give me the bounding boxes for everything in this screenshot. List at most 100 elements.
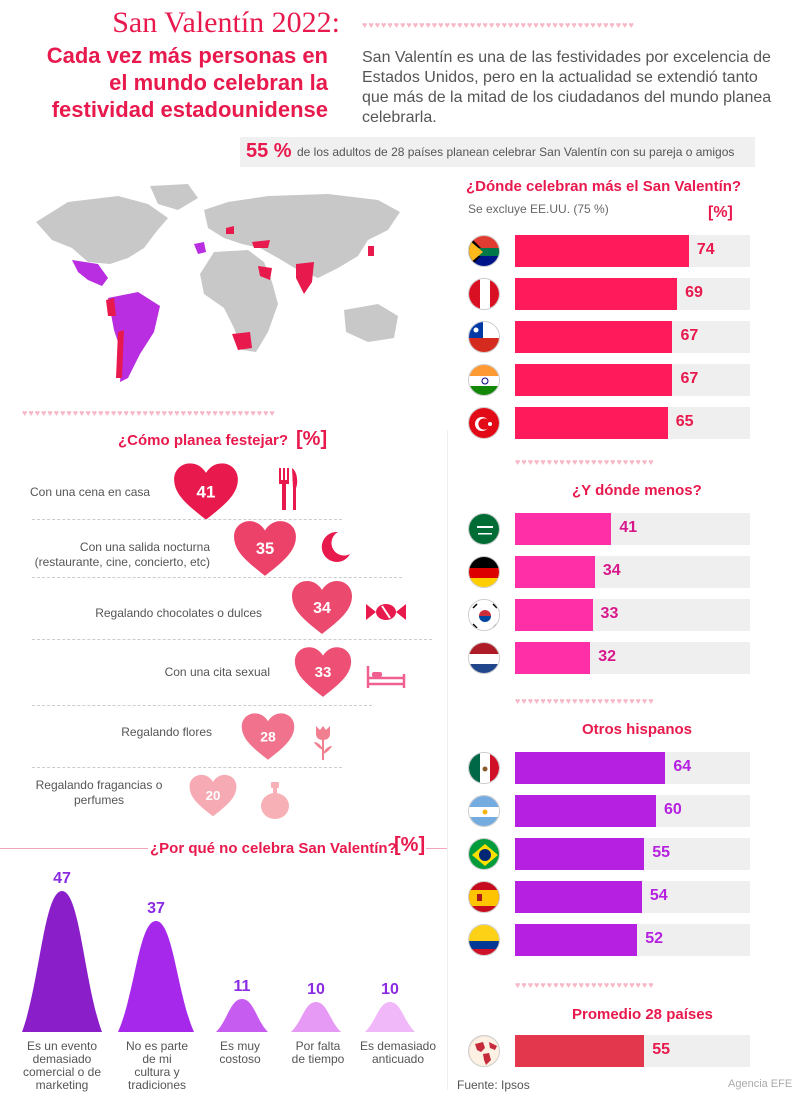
why-value: 47 [53,870,71,887]
bar-track [515,321,750,353]
bar-fill [515,924,638,956]
bar-value: 67 [680,370,699,387]
divider [32,519,342,520]
why-bar [22,891,102,1032]
turkey-flag-icon [468,407,500,439]
bar-value: 65 [675,413,694,430]
bar-fill [515,364,673,396]
cutlery-icon [279,468,298,510]
bar-track [515,278,750,310]
plan-label: Regalando flores [121,725,212,739]
candy-icon [366,604,406,620]
bar-value: 55 [652,844,671,861]
why-chart-unit: [%] [394,834,426,856]
divider [32,577,402,578]
bar-value: 64 [673,758,692,775]
plan-heart: 20 [189,774,237,817]
column-divider [447,430,448,1090]
intro-text: San Valentín es una de las festividades … [362,49,772,126]
why-bar [365,1002,415,1032]
why-bar [291,1002,341,1032]
bar-value: 32 [598,648,616,665]
bar-value: 41 [619,519,638,536]
bar-track [515,1035,750,1067]
divider [32,767,342,768]
top-chart-unit: [%] [708,204,733,221]
globe-icon [468,1035,500,1067]
why-label: No es parte de mi cultura y tradiciones [125,1039,189,1092]
saudi-arabia-flag-icon [468,513,500,545]
india-flag-icon [468,364,500,396]
why-label: Es un evento demasiado comercial o de ma… [22,1039,102,1092]
plan-heart: 33 [294,647,352,697]
argentina-flag-icon [468,795,500,827]
why-label: Es demasiado anticuado [359,1039,437,1066]
bar-fill [515,556,595,588]
bar-fill [515,599,593,631]
plan-value: 28 [260,728,276,744]
plan-value: 34 [313,600,331,617]
south-africa-flag-icon [468,235,500,267]
why-value: 37 [147,900,165,917]
page-title: San Valentín 2022: [112,6,340,39]
mexico-flag-icon [468,752,500,784]
why-label: Por falta de tiempo [291,1039,345,1066]
subtitle-line: Cada vez más personas en [46,43,328,68]
key-stat-box [240,137,755,167]
south-korea-flag-icon [468,599,500,631]
bar-fill [515,642,591,674]
section-rule [426,848,448,849]
plan-heart: 34 [292,581,352,634]
bar-value: 74 [696,241,715,258]
brazil-flag-icon [468,838,500,870]
bar-track [515,407,750,439]
divider [32,705,372,706]
bar-value: 69 [685,284,703,301]
hispanos-chart-title: Otros hispanos [582,721,693,738]
bar-fill [515,235,689,267]
why-label: Es muy costoso [219,1039,261,1066]
peru-flag-icon [468,278,500,310]
bar-fill [515,795,656,827]
plan-label: Regalando fragancias o perfumes [35,778,163,807]
why-value: 10 [307,981,325,998]
bar-value: 54 [649,887,668,904]
plan-heart: 28 [241,713,295,760]
top-chart-subtitle: Se excluye EE.UU. (75 %) [468,202,609,216]
world-map [36,184,400,382]
hearts-divider: ♥♥♥♥♥♥♥♥♥♥♥♥♥♥♥♥♥♥♥♥♥♥ [515,457,655,467]
colombia-flag-icon [468,924,500,956]
bed-icon [366,666,406,688]
bar-fill [515,513,612,545]
plan-label: Con una cena en casa [30,485,151,499]
bar-track [515,513,750,545]
plan-value: 35 [256,540,274,558]
plan-value: 33 [315,664,332,681]
bar-track [515,599,750,631]
bar-value: 55 [652,1041,671,1058]
bar-value: 52 [645,930,663,947]
hearts-divider: ♥♥♥♥♥♥♥♥♥♥♥♥♥♥♥♥♥♥♥♥♥♥♥♥♥♥♥♥♥♥♥♥♥♥♥♥♥♥♥♥… [362,20,635,30]
why-bar [216,999,268,1032]
plan-value: 20 [206,788,221,803]
why-value: 10 [381,981,399,998]
divider [32,639,432,640]
bar-value: 67 [680,327,699,344]
bar-fill [515,407,668,439]
bar-track [515,556,750,588]
perfume-icon [261,782,289,819]
source-text: Fuente: Ipsos [457,1078,530,1092]
bar-track [515,364,750,396]
bar-track [515,795,750,827]
average-chart-title: Promedio 28 países [572,1006,713,1023]
key-stat-text: de los adultos de 28 países planean cele… [297,145,735,159]
plan-chart-unit: [%] [296,428,328,450]
bar-fill [515,1035,645,1067]
germany-flag-icon [468,556,500,588]
bar-fill [515,838,645,870]
plan-label: Con una salida nocturna (restaurante, ci… [34,540,210,569]
hearts-divider: ♥♥♥♥♥♥♥♥♥♥♥♥♥♥♥♥♥♥♥♥♥♥ [515,980,655,990]
bar-track [515,881,750,913]
bar-value: 34 [602,562,621,579]
plan-label: Con una cita sexual [164,665,270,679]
